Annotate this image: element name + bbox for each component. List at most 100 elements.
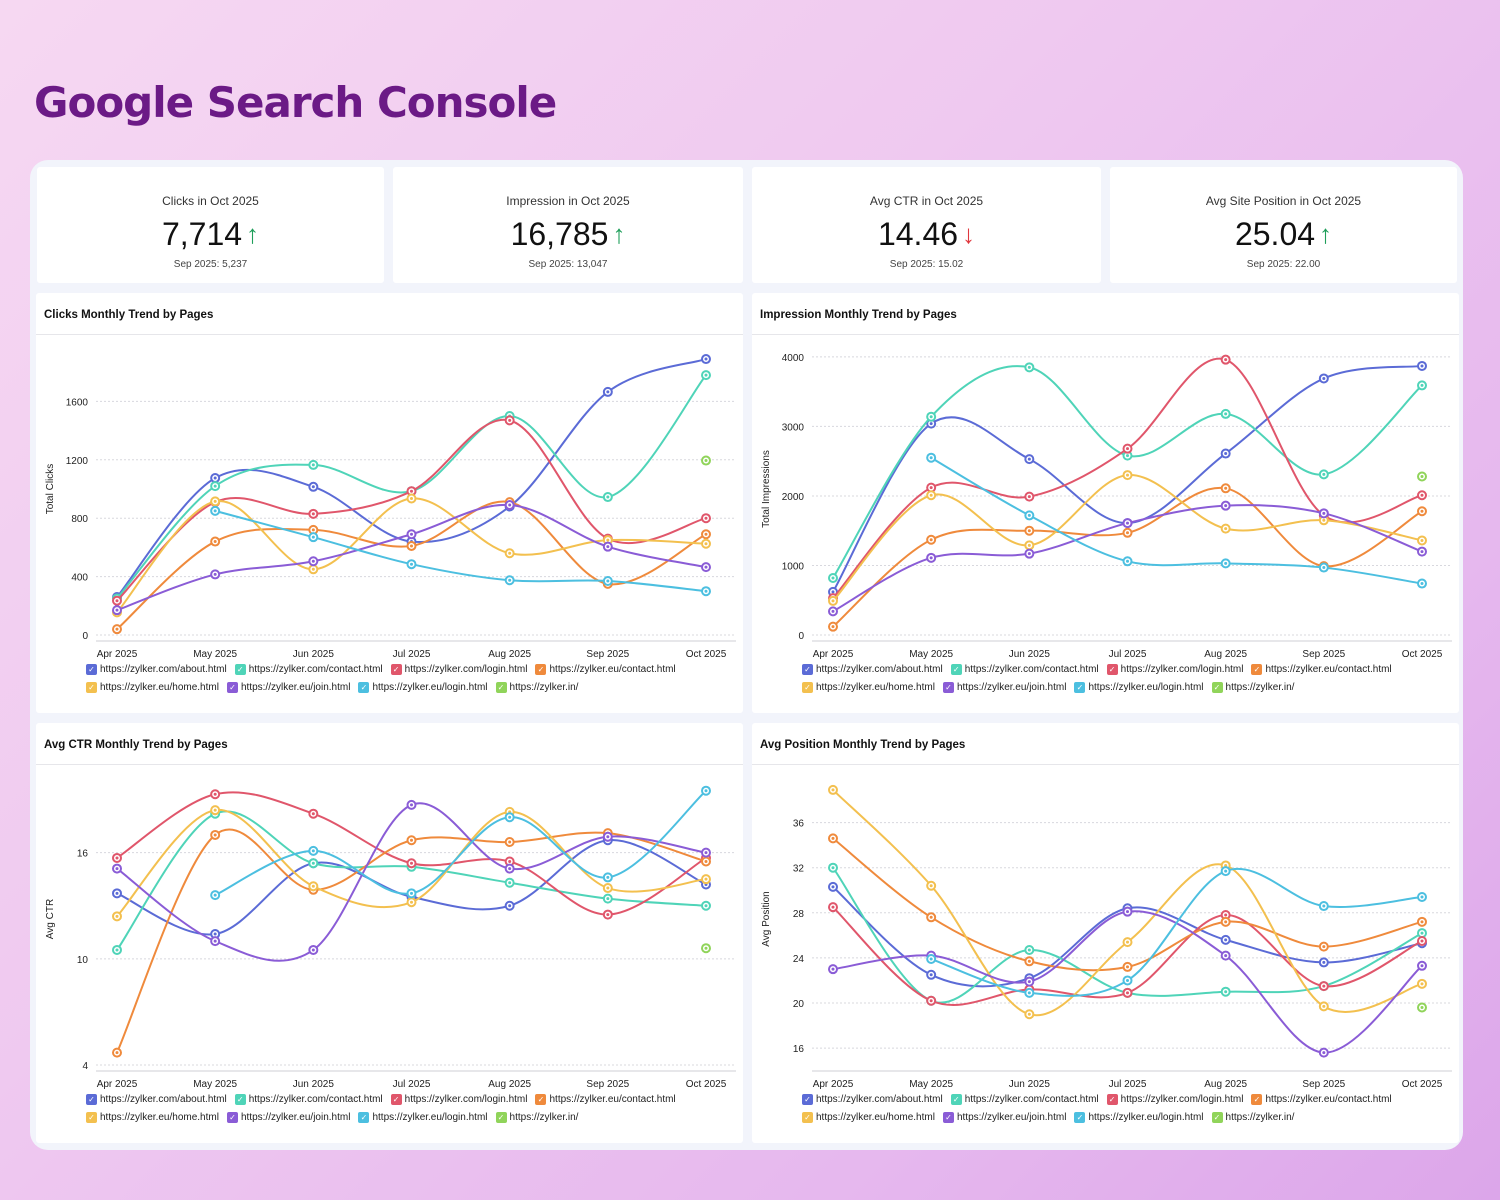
checkbox-icon[interactable]: ✓: [495, 1112, 507, 1123]
legend-item[interactable]: ✓ https://zylker.com/login.html: [390, 663, 527, 676]
checkbox-icon[interactable]: ✓: [86, 664, 97, 675]
checkbox-icon[interactable]: ✓: [1074, 1112, 1086, 1123]
checkbox-icon[interactable]: ✓: [802, 1094, 813, 1105]
series-zylker-com-login-html: [828, 902, 1427, 1006]
legend-item[interactable]: ✓ https://zylker.com/contact.html: [234, 1093, 383, 1106]
checkbox-icon[interactable]: ✓: [802, 664, 813, 675]
kpi-position[interactable]: Avg Site Position in Oct 2025 25.04 ↑ Sep…: [1110, 167, 1457, 283]
legend-item[interactable]: ✓ https://zylker.eu/home.html: [802, 1111, 935, 1124]
checkbox-icon[interactable]: ✓: [1106, 664, 1118, 675]
checkbox-icon[interactable]: ✓: [234, 1094, 246, 1105]
data-point-center: [410, 489, 413, 493]
checkbox-icon[interactable]: ✓: [1106, 1094, 1118, 1105]
data-point-center: [606, 579, 610, 583]
checkbox-icon[interactable]: ✓: [802, 1112, 813, 1123]
legend-item[interactable]: ✓ https://zylker.eu/contact.html: [1251, 663, 1392, 676]
checkbox-icon[interactable]: ✓: [1211, 682, 1223, 693]
legend-item[interactable]: ✓ https://zylker.eu/login.html: [1074, 681, 1204, 694]
data-point-center: [311, 535, 315, 539]
data-point-center: [508, 859, 512, 863]
data-point-center: [1027, 959, 1031, 963]
legend-item[interactable]: ✓ https://zylker.com/login.html: [1106, 1093, 1243, 1106]
data-point-center: [704, 877, 708, 881]
legend-item[interactable]: ✓ https://zylker.eu/join.html: [942, 1111, 1066, 1124]
data-point-center: [311, 812, 315, 816]
legend-item[interactable]: ✓ https://zylker.eu/join.html: [942, 681, 1067, 694]
legend-item[interactable]: ✓ https://zylker.eu/join.html: [226, 1111, 350, 1124]
legend-item[interactable]: ✓ https://zylker.eu/login.html: [358, 1111, 488, 1124]
legend-item[interactable]: ✓ https://zylker.eu/login.html: [358, 681, 488, 694]
data-point-center: [213, 540, 217, 544]
data-point-center: [1420, 550, 1424, 554]
legend-item[interactable]: ✓ https://zylker.eu/home.html: [86, 1111, 219, 1124]
checkbox-icon[interactable]: ✓: [226, 1112, 238, 1123]
checkbox-icon[interactable]: ✓: [535, 1094, 547, 1105]
legend-item[interactable]: ✓ https://zylker.eu/contact.html: [535, 1093, 676, 1106]
checkbox-icon[interactable]: ✓: [390, 664, 402, 675]
kpi-clicks[interactable]: Clicks in Oct 2025 7,714 ↑ Sep 2025: 5,23…: [37, 167, 384, 283]
legend-item[interactable]: ✓ https://zylker.in/: [1211, 681, 1294, 694]
legend-item[interactable]: ✓ https://zylker.eu/contact.html: [535, 663, 676, 676]
x-tick-label: Apr 2025: [813, 1079, 854, 1090]
checkbox-icon[interactable]: ✓: [950, 1094, 962, 1105]
legend-item[interactable]: ✓ https://zylker.com/login.html: [1106, 663, 1243, 676]
kpi-previous: Sep 2025: 13,047: [528, 259, 608, 270]
legend-item[interactable]: ✓ https://zylker.eu/home.html: [802, 681, 935, 694]
checkbox-icon[interactable]: ✓: [950, 664, 962, 675]
legend-item[interactable]: ✓ https://zylker.com/contact.html: [234, 663, 383, 676]
checkbox-icon[interactable]: ✓: [1211, 1112, 1223, 1123]
checkbox-icon[interactable]: ✓: [390, 1094, 402, 1105]
legend-label: https://zylker.eu/join.html: [240, 682, 351, 693]
legend-item[interactable]: ✓ https://zylker.eu/join.html: [226, 681, 351, 694]
checkbox-icon[interactable]: ✓: [1251, 1094, 1263, 1105]
legend-item[interactable]: ✓ https://zylker.com/about.html: [802, 1093, 943, 1106]
kpi-ctr[interactable]: Avg CTR in Oct 2025 14.46 ↓ Sep 2025: 15.…: [752, 167, 1101, 283]
legend-item[interactable]: ✓ https://zylker.eu/contact.html: [1251, 1093, 1392, 1106]
checkbox-icon[interactable]: ✓: [942, 682, 954, 693]
legend-item[interactable]: ✓ https://zylker.com/about.html: [86, 1093, 227, 1106]
checkbox-icon[interactable]: ✓: [1074, 682, 1086, 693]
checkbox-icon[interactable]: ✓: [86, 1112, 97, 1123]
data-point-center: [508, 881, 512, 885]
legend-label: https://zylker.com/about.html: [816, 1094, 943, 1105]
checkbox-icon[interactable]: ✓: [802, 682, 813, 693]
checkbox-icon[interactable]: ✓: [495, 682, 507, 693]
checkbox-icon[interactable]: ✓: [1251, 664, 1263, 675]
checkbox-icon[interactable]: ✓: [535, 664, 547, 675]
data-point-center: [1322, 472, 1326, 476]
legend-item[interactable]: ✓ https://zylker.in/: [495, 681, 578, 694]
checkbox-icon[interactable]: ✓: [234, 664, 246, 675]
data-point-center: [704, 459, 708, 463]
legend-item[interactable]: ✓ https://zylker.in/: [495, 1111, 578, 1124]
checkbox-icon[interactable]: ✓: [86, 1094, 97, 1105]
x-tick-label: Jul 2025: [1109, 649, 1147, 660]
data-point-center: [704, 373, 708, 377]
checkbox-icon[interactable]: ✓: [358, 1112, 370, 1123]
checkbox-icon[interactable]: ✓: [358, 682, 370, 693]
checkbox-icon[interactable]: ✓: [86, 682, 97, 693]
data-point-center: [1420, 493, 1424, 497]
legend-item[interactable]: ✓ https://zylker.eu/login.html: [1074, 1111, 1204, 1124]
data-point-center: [831, 590, 835, 594]
data-point-center: [704, 542, 708, 546]
legend-item[interactable]: ✓ https://zylker.eu/home.html: [86, 681, 219, 694]
data-point-center: [1224, 527, 1228, 531]
legend-label: https://zylker.eu/join.html: [956, 682, 1067, 693]
legend-item[interactable]: ✓ https://zylker.com/about.html: [86, 663, 227, 676]
legend-item[interactable]: ✓ https://zylker.in/: [1211, 1111, 1294, 1124]
data-point-center: [1322, 1051, 1326, 1055]
data-point-center: [1027, 543, 1031, 547]
legend-item[interactable]: ✓ https://zylker.com/contact.html: [950, 663, 1099, 676]
checkbox-icon[interactable]: ✓: [942, 1112, 954, 1123]
kpi-impressions[interactable]: Impression in Oct 2025 16,785 ↑ Sep 2025:…: [393, 167, 743, 283]
data-point-center: [1224, 938, 1228, 942]
series-zylker-eu-home-html: [112, 493, 711, 618]
data-point-center: [410, 900, 413, 904]
legend-label: https://zylker.eu/home.html: [816, 682, 935, 693]
legend-item[interactable]: ✓ https://zylker.com/about.html: [802, 663, 943, 676]
x-tick-label: Oct 2025: [686, 649, 727, 660]
legend-item[interactable]: ✓ https://zylker.com/login.html: [390, 1093, 527, 1106]
checkbox-icon[interactable]: ✓: [226, 682, 238, 693]
y-tick-label: 28: [793, 909, 805, 920]
legend-item[interactable]: ✓ https://zylker.com/contact.html: [950, 1093, 1099, 1106]
